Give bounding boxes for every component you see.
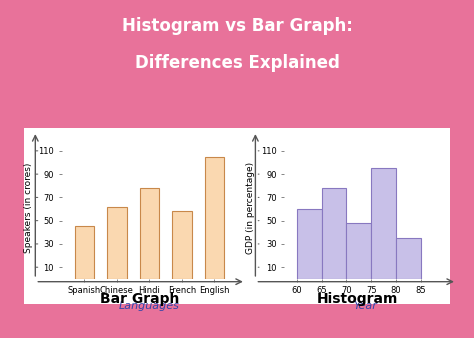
Bar <box>297 209 321 279</box>
Bar <box>321 188 346 279</box>
Text: Differences Explained: Differences Explained <box>135 54 339 72</box>
Bar <box>107 207 127 279</box>
Bar <box>346 223 371 279</box>
Bar <box>172 211 191 279</box>
Bar <box>74 226 94 279</box>
Text: Histogram: Histogram <box>317 292 399 306</box>
X-axis label: Languages: Languages <box>119 301 180 311</box>
Bar <box>139 188 159 279</box>
Text: Histogram vs Bar Graph:: Histogram vs Bar Graph: <box>121 17 353 35</box>
Y-axis label: GDP (in percentage): GDP (in percentage) <box>246 162 255 254</box>
Bar <box>371 168 396 279</box>
X-axis label: Year: Year <box>353 301 377 311</box>
Bar <box>396 238 421 279</box>
Text: Bar Graph: Bar Graph <box>100 292 180 306</box>
Y-axis label: Speakers (in crores): Speakers (in crores) <box>24 163 33 253</box>
Bar <box>204 157 224 279</box>
